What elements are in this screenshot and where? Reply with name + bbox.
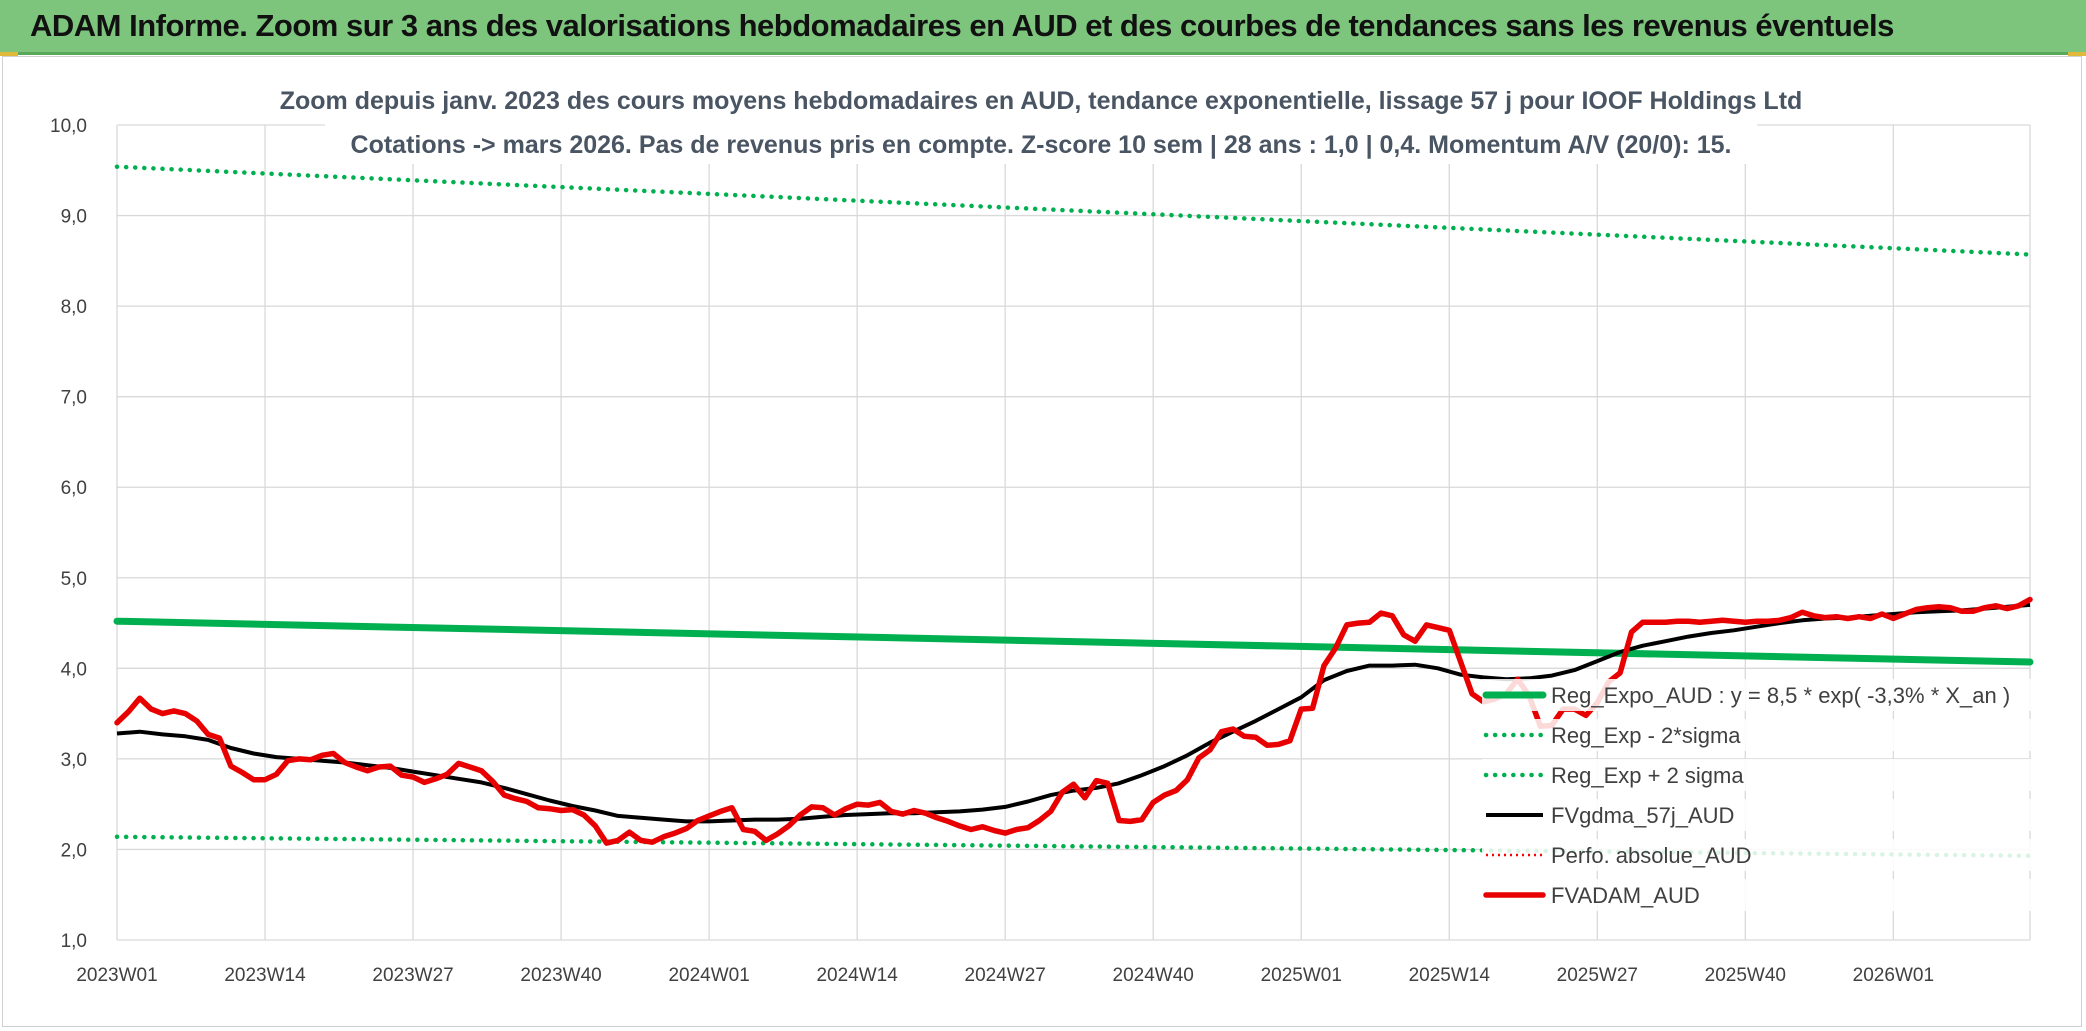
x-tick-label: 2024W27: [965, 965, 1046, 986]
banner-accent-left: [0, 52, 18, 56]
y-tick-label: 6,0: [61, 478, 87, 499]
legend-label-series-reg-exp-minus-2sigma: Reg_Exp - 2*sigma: [1551, 723, 1741, 748]
legend-entry-background: [1482, 719, 2050, 751]
x-tick-label: 2024W01: [668, 965, 749, 986]
legend-entry-background: [1482, 679, 2050, 711]
legend-label-series-perfo-absolue: Perfo. absolue_AUD: [1551, 843, 1752, 868]
y-axis-ticks: 10,0 9,0 8,0 7,0 6,0 5,0 4,0 3,0 2,0 1,0: [50, 116, 87, 952]
x-tick-label: 2023W27: [372, 965, 453, 986]
y-tick-label: 1,0: [61, 931, 87, 952]
x-tick-label: 2025W40: [1705, 965, 1786, 986]
legend-label-series-fvgdma-57j: FVgdma_57j_AUD: [1551, 803, 1734, 828]
y-tick-label: 10,0: [50, 116, 87, 137]
series-reg-exp-plus-2sigma-line: [114, 164, 2033, 257]
legend-entry-background: [1482, 879, 2050, 911]
series-lines: [113, 164, 2034, 859]
chart-frame: [2, 56, 2082, 1027]
chart-title-line-2: Cotations -> mars 2026. Pas de revenus p…: [351, 131, 1732, 159]
chart-title-background: [325, 78, 1757, 164]
x-tick-label: 2025W14: [1409, 965, 1491, 986]
x-tick-label: 2025W01: [1261, 965, 1342, 986]
chart-title-line-1: Zoom depuis janv. 2023 des cours moyens …: [280, 87, 1803, 115]
legend: Reg_Expo_AUD : y = 8,5 * exp( -3,3% * X_…: [1482, 679, 2050, 911]
grid: [116, 124, 2031, 941]
x-tick-label: 2023W01: [76, 965, 157, 986]
y-tick-label: 7,0: [61, 388, 87, 409]
legend-entry-background: [1482, 759, 2050, 791]
legend-entry-background: [1482, 839, 2050, 871]
x-tick-label: 2024W14: [816, 965, 898, 986]
chart-title-block: Zoom depuis janv. 2023 des cours moyens …: [280, 78, 1803, 164]
y-tick-label: 3,0: [61, 750, 87, 771]
y-tick-label: 5,0: [61, 569, 87, 590]
y-tick-label: 2,0: [61, 840, 87, 861]
series-reg-expo-line: [113, 617, 2034, 666]
x-tick-label: 2023W14: [224, 965, 306, 986]
legend-label-series-fvadam: FVADAM_AUD: [1551, 883, 1700, 908]
series-fvadam-line: [114, 596, 2033, 846]
y-tick-label: 9,0: [61, 207, 87, 228]
banner-accent-right: [2068, 52, 2086, 56]
report-title: ADAM Informe. Zoom sur 3 ans des valoris…: [30, 8, 1894, 43]
legend-entry-background: [1482, 799, 2050, 831]
x-axis-ticks: 2023W01 2023W14 2023W27 2023W40 2024W01 2024W…: [76, 965, 1934, 986]
x-tick-label: 2025W27: [1557, 965, 1638, 986]
x-tick-label: 2026W01: [1853, 965, 1934, 986]
x-tick-label: 2024W40: [1113, 965, 1194, 986]
series-fvgdma-57j-line: [116, 602, 2031, 824]
y-tick-label: 4,0: [61, 659, 87, 680]
y-tick-label: 8,0: [61, 297, 87, 318]
x-tick-label: 2023W40: [520, 965, 601, 986]
report-banner: ADAM Informe. Zoom sur 3 ans des valoris…: [0, 0, 2086, 55]
legend-label-series-reg-expo: Reg_Expo_AUD : y = 8,5 * exp( -3,3% * X_…: [1551, 683, 2010, 708]
legend-label-series-reg-exp-plus-2sigma: Reg_Exp + 2 sigma: [1551, 763, 1744, 788]
